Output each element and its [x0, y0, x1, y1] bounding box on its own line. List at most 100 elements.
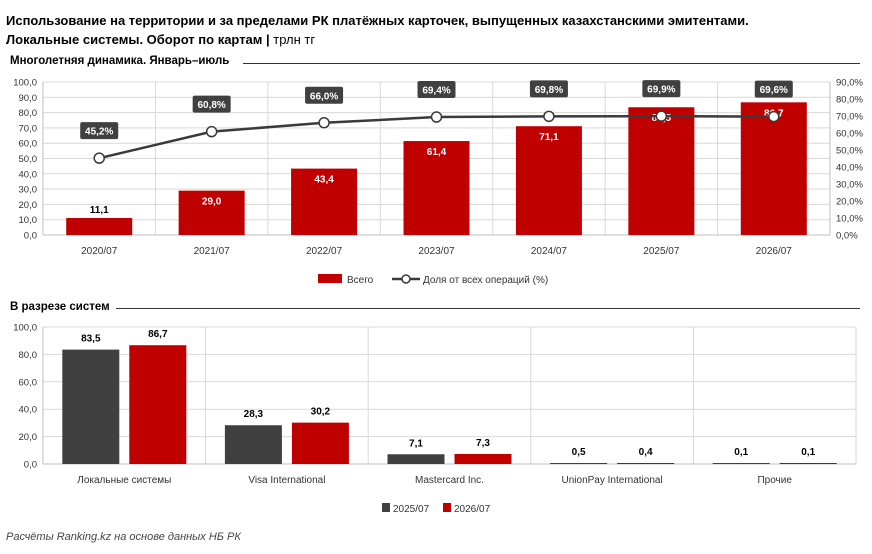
title-line-1: Использование на территории и за предела…	[6, 13, 749, 28]
y-tick-label: 40,0	[19, 169, 38, 180]
share-value-label: 66,0%	[310, 91, 338, 102]
share-value-label: 69,8%	[535, 85, 563, 96]
bar-2026/07	[291, 422, 349, 464]
y-tick-label: 0,0	[24, 460, 37, 471]
bar-2025/07	[224, 425, 282, 464]
bar-total	[628, 107, 695, 235]
share-point	[430, 111, 443, 123]
bar-value-label: 11,1	[90, 205, 109, 216]
share-label-box	[305, 86, 344, 104]
bar-total	[403, 141, 470, 235]
share-point	[543, 110, 555, 123]
x-tick-label: Visa International	[248, 475, 325, 486]
share-label-box	[192, 95, 231, 113]
y2-tick-label: 50,0%	[836, 146, 863, 157]
y-tick-label: 40,0	[19, 405, 38, 416]
bar-value-label: 83,5	[81, 334, 101, 345]
share-value-label: 69,6%	[760, 85, 788, 96]
title-line-2: Локальные системы. Оборот по картам | тр…	[6, 32, 316, 47]
y-tick-label: 90,0	[19, 93, 38, 104]
x-tick-label: UnionPay International	[562, 475, 663, 486]
x-tick-label: 2020/07	[81, 246, 118, 257]
y2-tick-label: 60,0%	[836, 129, 863, 140]
bar-2026/07	[779, 463, 837, 464]
bar-value-label: 7,3	[476, 438, 490, 449]
bar-value-label: 61,4	[427, 147, 447, 158]
section-rule-dynamics	[243, 63, 860, 64]
legend-label-share: Доля от всех операций (%)	[423, 275, 548, 286]
bar-2025/07	[712, 463, 770, 464]
bar-value-label: 0,1	[801, 447, 815, 458]
y-tick-label: 30,0	[19, 185, 38, 196]
y-tick-label: 100,0	[13, 78, 37, 89]
bar-value-label: 71,1	[539, 132, 559, 143]
bar-value-label: 0,4	[639, 447, 653, 458]
legend-label-2026: 2026/07	[454, 504, 491, 515]
y2-tick-label: 10,0%	[836, 214, 863, 225]
y-tick-label: 50,0	[19, 154, 38, 165]
bar-2026/07	[129, 345, 187, 464]
y-tick-label: 70,0	[19, 123, 38, 134]
share-point	[93, 152, 105, 164]
bar-2025/07	[387, 454, 445, 464]
bar-2025/07	[550, 463, 608, 464]
bar-value-label: 28,3	[244, 409, 264, 420]
share-label-box	[529, 80, 568, 98]
y2-tick-label: 30,0%	[836, 180, 863, 191]
y-tick-label: 60,0	[19, 139, 38, 150]
y2-tick-label: 90,0%	[836, 78, 863, 89]
bar-total	[291, 168, 358, 235]
bar-2026/07	[454, 453, 512, 464]
bar-value-label: 7,1	[409, 438, 423, 449]
share-point	[768, 110, 780, 123]
legend-label-total: Всего	[347, 275, 374, 286]
x-tick-label: Локальные системы	[77, 475, 171, 486]
x-tick-label: 2024/07	[531, 246, 568, 257]
y2-tick-label: 70,0%	[836, 112, 863, 123]
share-label-box	[642, 80, 681, 98]
y-tick-label: 0,0	[24, 231, 37, 242]
legend-marker-share	[401, 274, 411, 284]
bar-total	[178, 190, 245, 235]
bar-value-label: 30,2	[311, 407, 331, 418]
y-tick-label: 10,0	[19, 215, 38, 226]
x-tick-label: 2023/07	[418, 246, 455, 257]
bar-value-label: 43,4	[314, 175, 334, 186]
bar-value-label: 0,5	[572, 447, 586, 458]
legend-swatch-2025	[382, 503, 390, 512]
y-tick-label: 100,0	[13, 323, 37, 334]
x-tick-label: 2025/07	[643, 246, 680, 257]
section-title-dynamics: Многолетняя динамика. Январь–июль	[10, 55, 230, 67]
bar-value-label: 86,7	[148, 329, 168, 340]
bar-2026/07	[617, 463, 675, 464]
bar-2025/07	[62, 349, 120, 464]
x-tick-label: 2022/07	[306, 246, 343, 257]
bar-value-label: 0,1	[734, 447, 748, 458]
share-label-box	[754, 80, 793, 98]
title-unit: трлн тг	[273, 32, 316, 47]
source-footnote: Расчёты Ranking.kz на основе данных НБ Р…	[6, 531, 241, 543]
x-tick-label: Mastercard Inc.	[415, 475, 484, 486]
y2-tick-label: 0,0%	[836, 231, 858, 242]
y2-tick-label: 40,0%	[836, 163, 863, 174]
legend-swatch-2026	[443, 503, 451, 512]
section-title-systems: В разрезе систем	[10, 301, 110, 313]
title-line-2-text: Локальные системы. Оборот по картам	[6, 32, 263, 47]
chart-title: Использование на территории и за предела…	[6, 11, 866, 49]
share-label-box	[417, 81, 456, 99]
share-value-label: 45,2%	[85, 127, 113, 138]
bar-total	[740, 102, 807, 235]
x-tick-label: Прочие	[757, 475, 792, 486]
y2-tick-label: 80,0%	[836, 95, 863, 106]
legend-label-2025: 2025/07	[393, 504, 430, 515]
y2-tick-label: 20,0%	[836, 197, 863, 208]
bar-total	[515, 126, 582, 235]
section-rule-systems	[116, 308, 860, 309]
y-tick-label: 20,0	[19, 200, 38, 211]
bar-total	[66, 218, 133, 235]
share-label-box	[80, 122, 119, 140]
x-tick-label: 2021/07	[194, 246, 231, 257]
y-tick-label: 80,0	[19, 350, 38, 361]
share-value-label: 69,4%	[422, 86, 450, 97]
